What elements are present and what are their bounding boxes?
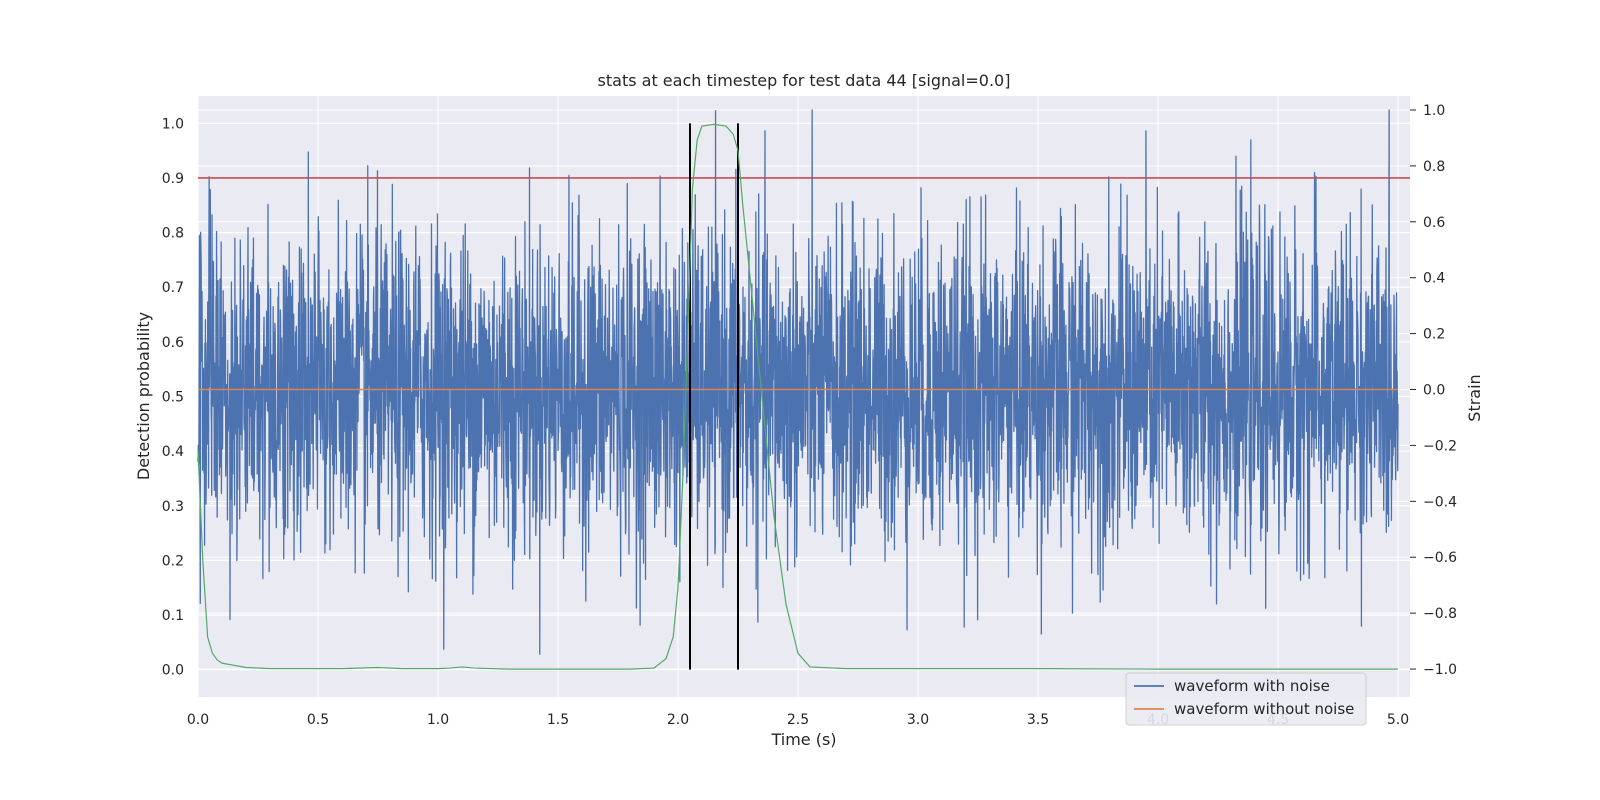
x-tick-label: 3.5 (1027, 712, 1049, 728)
y-axis-ticks: 0.0 0.1 0.2 0.3 0.4 0.5 0.6 0.7 0.8 0.9 1.0 (162, 116, 184, 678)
y2-axis-ticks: −1.0 −0.8 −0.6 −0.4 −0.2 0.0 0.2 0.4 0.6 0.8 1.0 (1410, 103, 1457, 678)
y2-tick-label: −0.2 (1423, 438, 1457, 454)
legend: waveform with noise waveform without noi… (1125, 672, 1367, 726)
legend-label-noise: waveform with noise (1174, 677, 1330, 695)
y-tick-label: 0.1 (162, 608, 184, 624)
y2-tick-label: −0.8 (1423, 606, 1457, 622)
y2-tick-label: 0.8 (1423, 159, 1445, 175)
y2-tick-label: 0.4 (1423, 271, 1445, 287)
y2-tick-label: 0.6 (1423, 215, 1445, 231)
y-tick-label: 0.2 (162, 553, 184, 569)
waveform-with-noise-series (197, 109, 1399, 655)
x-axis-label: Time (s) (770, 730, 836, 749)
y-axis-label: Detection probability (134, 312, 153, 480)
y2-tick-label: 0.2 (1423, 327, 1445, 343)
detection-probability-line (197, 123, 1398, 670)
y2-tick-label: −0.6 (1423, 550, 1457, 566)
y2-tick-label: −1.0 (1423, 662, 1457, 678)
waveform-with-noise-line (197, 109, 1399, 655)
y2-tick-label: 1.0 (1423, 103, 1445, 119)
legend-label-clean: waveform without noise (1174, 700, 1354, 718)
event-markers (689, 123, 739, 670)
y-tick-label: 0.0 (162, 663, 184, 679)
y2-tick-label: −0.4 (1423, 494, 1457, 510)
chart-title: stats at each timestep for test data 44 … (598, 71, 1011, 90)
y2-tick-label: 0.0 (1423, 383, 1445, 399)
x-tick-label: 0.5 (307, 712, 329, 728)
y-tick-label: 0.9 (162, 171, 184, 187)
x-tick-label: 0.0 (187, 712, 209, 728)
y-tick-label: 1.0 (162, 116, 184, 132)
y-tick-label: 0.3 (162, 499, 184, 515)
x-tick-label: 3.0 (907, 712, 929, 728)
y-tick-label: 0.8 (162, 226, 184, 242)
y2-axis-label: Strain (1465, 374, 1484, 421)
x-tick-label: 2.0 (667, 712, 689, 728)
x-tick-label: 2.5 (787, 712, 809, 728)
x-tick-label: 1.0 (427, 712, 449, 728)
y-tick-label: 0.4 (162, 444, 184, 460)
y-tick-label: 0.6 (162, 335, 184, 351)
y-tick-label: 0.5 (162, 390, 184, 406)
legend-box (1125, 672, 1367, 726)
x-tick-label: 1.5 (547, 712, 569, 728)
x-tick-label: 5.0 (1387, 712, 1409, 728)
y-tick-label: 0.7 (162, 280, 184, 296)
